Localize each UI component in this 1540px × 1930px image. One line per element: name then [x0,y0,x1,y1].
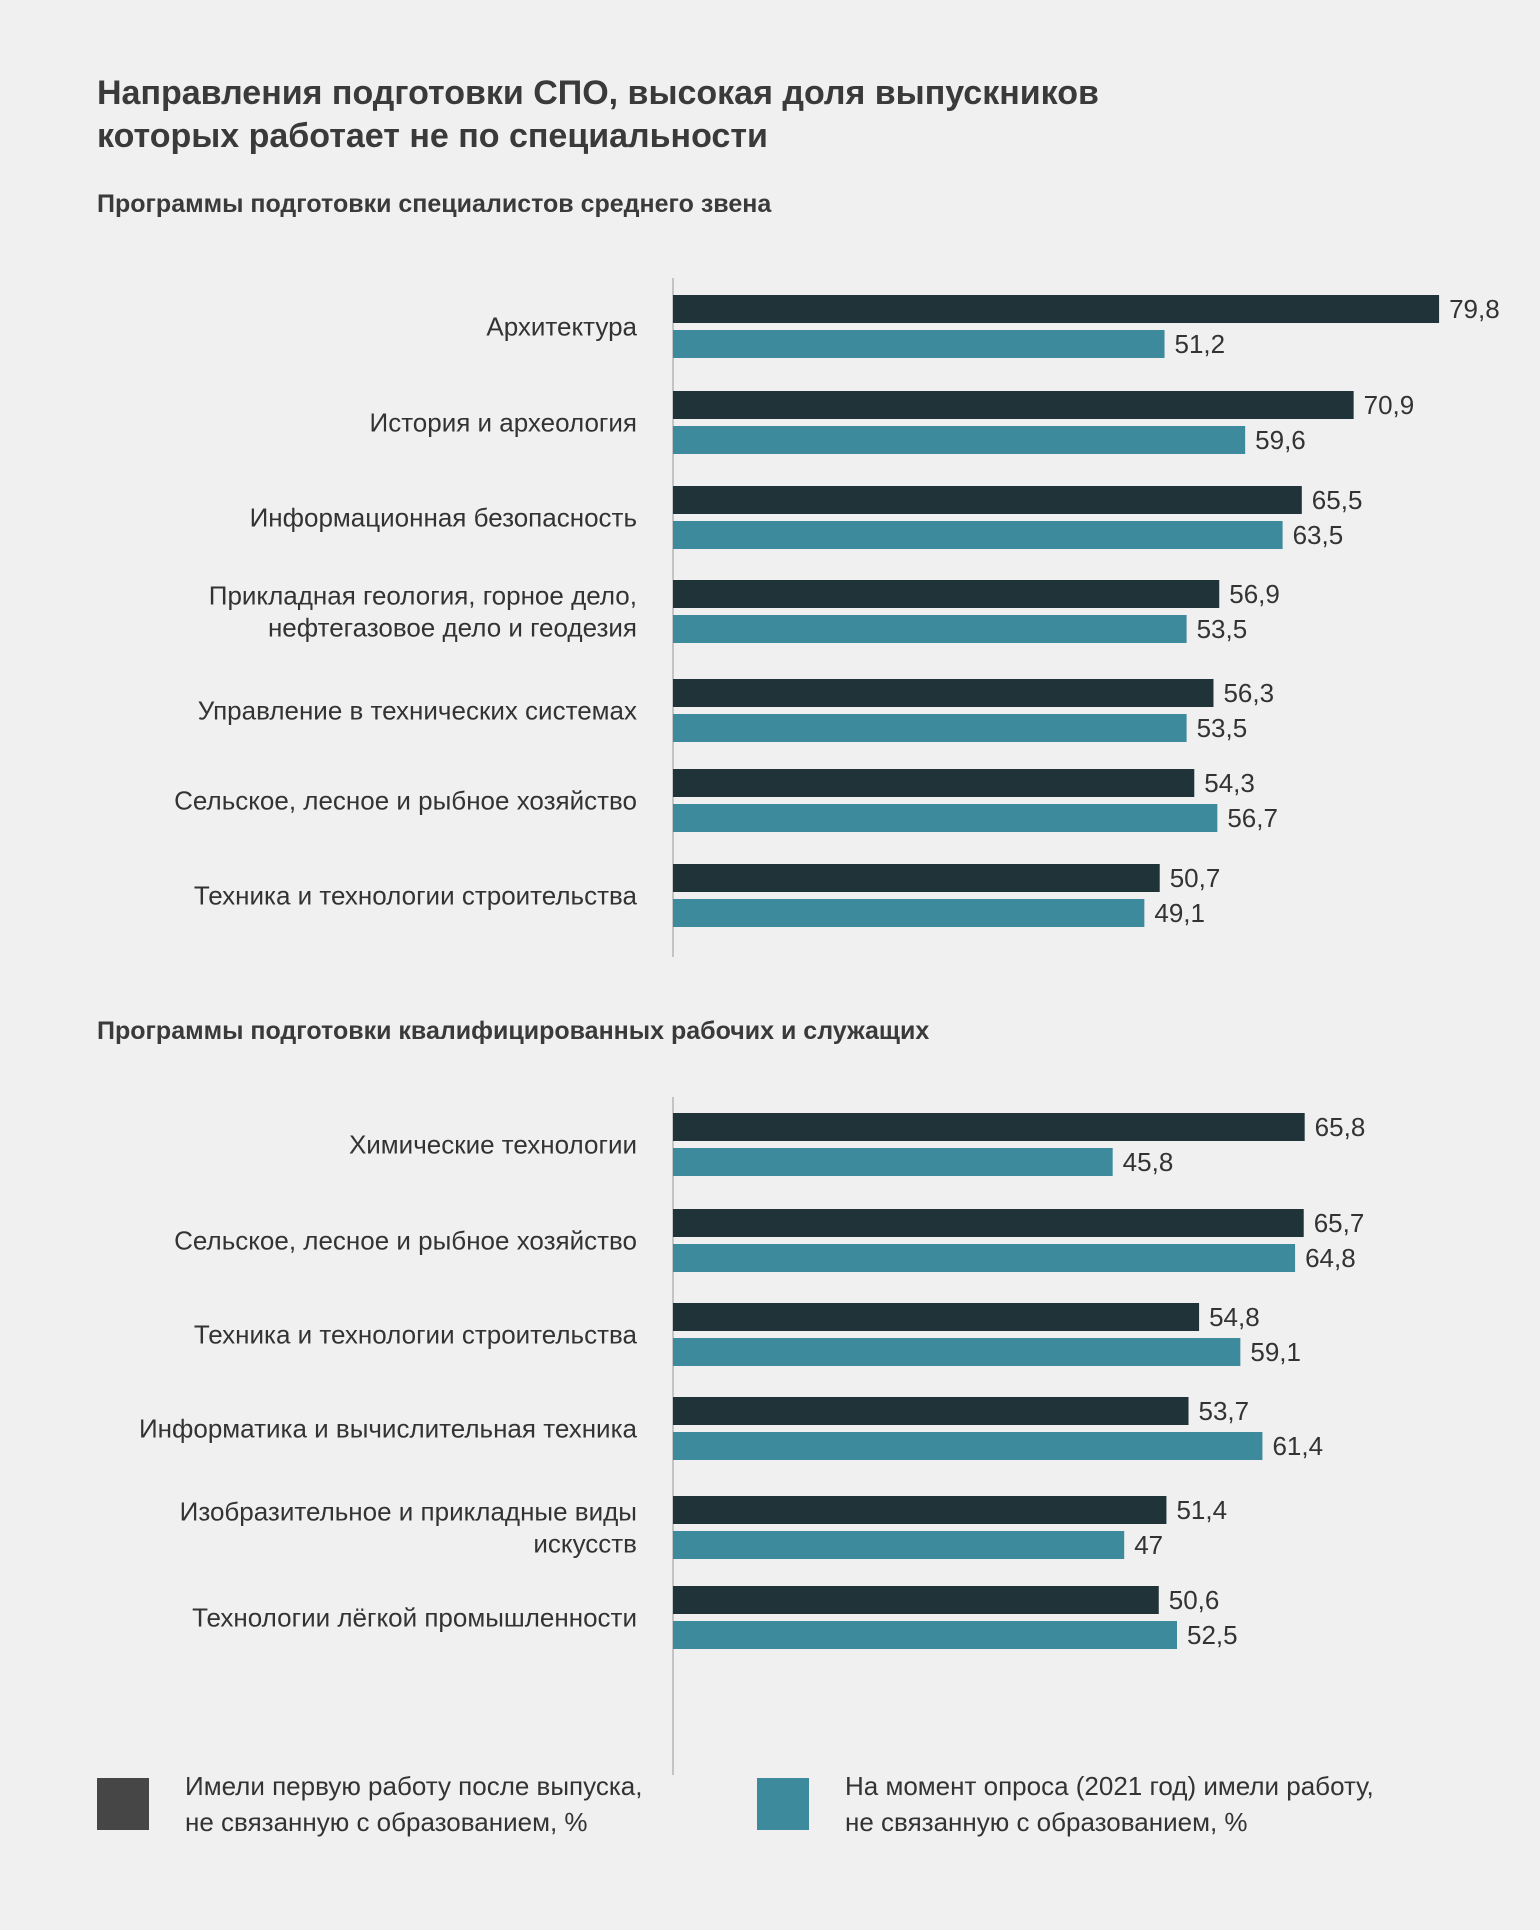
data-label-first-job: 50,6 [1169,1585,1220,1615]
category-label: Химические технологии [349,1130,637,1160]
data-label-current-job: 53,5 [1197,614,1248,644]
category-label: История и археология [370,408,638,438]
chart-title-line-2: которых работает не по специальности [97,117,768,155]
section-title-skilled-workers: Программы подготовки квалифицированных р… [97,1017,930,1045]
bar-chart-skilled-workers: Химические технологии 65,8 45,8 Сельское, л… [139,1097,1366,1775]
legend-swatch-first-job [97,1778,149,1830]
category-label: Сельское, лесное и рыбное хозяйство [174,1226,637,1256]
bar-first-job [673,1113,1305,1141]
data-label-current-job: 64,8 [1305,1243,1356,1273]
bar-current-job [673,899,1145,927]
category-label: Техника и технологии строительства [194,1320,638,1350]
bar-first-job [673,679,1214,707]
bar-current-job [673,1338,1241,1366]
data-label-current-job: 53,5 [1197,713,1248,743]
legend-item-current-job: На момент опроса (2021 год) имели работу… [757,1768,1374,1840]
legend-label-current-job: На момент опроса (2021 год) имели работу… [845,1768,1374,1840]
bar-first-job [673,295,1440,323]
data-label-current-job: 56,7 [1227,803,1278,833]
category-label: Информатика и вычислительная техника [139,1414,638,1444]
category-label: нефтегазовое дело и геодезия [268,613,637,643]
bar-current-job [673,1621,1177,1649]
bar-current-job [673,426,1246,454]
category-label: Информационная безопасность [250,503,637,533]
bar-first-job [673,1397,1189,1425]
data-label-current-job: 47 [1134,1530,1163,1560]
bar-first-job [673,391,1354,419]
legend-label-current-job-line-2: не связанную с образованием, % [845,1807,1248,1837]
data-label-first-job: 54,8 [1209,1302,1260,1332]
bar-first-job [673,580,1220,608]
data-label-current-job: 61,4 [1272,1431,1323,1461]
bar-current-job [673,1432,1263,1460]
category-label: искусств [533,1529,637,1559]
category-label: Управление в технических системах [198,696,637,726]
bar-current-job [673,521,1283,549]
bar-current-job [673,330,1165,358]
bar-first-job [673,864,1160,892]
bar-chart-mid-level-specialists: Архитектура 79,8 51,2 История и археология 7… [174,278,1500,957]
data-label-current-job: 51,2 [1175,329,1226,359]
data-label-first-job: 56,3 [1223,678,1274,708]
data-label-first-job: 65,7 [1314,1208,1365,1238]
data-label-current-job: 45,8 [1123,1147,1174,1177]
category-label: Техника и технологии строительства [194,881,638,911]
data-label-current-job: 59,6 [1255,425,1306,455]
bar-current-job [673,1244,1296,1272]
data-label-first-job: 53,7 [1199,1396,1250,1426]
bar-first-job [673,769,1195,797]
legend-swatch-current-job [757,1778,809,1830]
bar-first-job [673,486,1302,514]
bar-current-job [673,804,1218,832]
chart-title: Направления подготовки СПО, высокая доля… [97,72,1197,158]
data-label-first-job: 79,8 [1449,294,1500,324]
category-label: Технологии лёгкой промышленности [192,1603,637,1633]
category-label: Архитектура [486,312,637,342]
data-label-first-job: 51,4 [1176,1495,1227,1525]
chart-title-line-1: Направления подготовки СПО, высокая доля… [97,74,1099,112]
data-label-current-job: 49,1 [1154,898,1205,928]
category-label: Сельское, лесное и рыбное хозяйство [174,786,637,816]
data-label-first-job: 50,7 [1170,863,1221,893]
data-label-current-job: 59,1 [1250,1337,1301,1367]
bar-current-job [673,1531,1125,1559]
legend-label-first-job-line-2: не связанную с образованием, % [185,1807,588,1837]
category-label: Изобразительное и прикладные виды [180,1497,637,1527]
data-label-current-job: 52,5 [1187,1620,1238,1650]
legend-label-current-job-line-1: На момент опроса (2021 год) имели работу… [845,1771,1374,1801]
data-label-first-job: 65,8 [1315,1112,1366,1142]
bar-first-job [673,1496,1167,1524]
bar-current-job [673,714,1187,742]
legend-label-first-job-line-1: Имели первую работу после выпуска, [185,1771,643,1801]
bar-first-job [673,1303,1200,1331]
legend-label-first-job: Имели первую работу после выпуска, не св… [185,1768,642,1840]
category-label: Прикладная геология, горное дело, [209,581,637,611]
data-label-first-job: 65,5 [1312,485,1363,515]
legend-item-first-job: Имели первую работу после выпуска, не св… [97,1768,642,1840]
data-label-first-job: 56,9 [1229,579,1280,609]
data-label-first-job: 70,9 [1364,390,1415,420]
section-title-mid-level-specialists: Программы подготовки специалистов средне… [97,190,772,218]
bar-current-job [673,1148,1113,1176]
bar-current-job [673,615,1187,643]
data-label-first-job: 54,3 [1204,768,1255,798]
bar-first-job [673,1209,1304,1237]
bar-first-job [673,1586,1159,1614]
data-label-current-job: 63,5 [1293,520,1344,550]
